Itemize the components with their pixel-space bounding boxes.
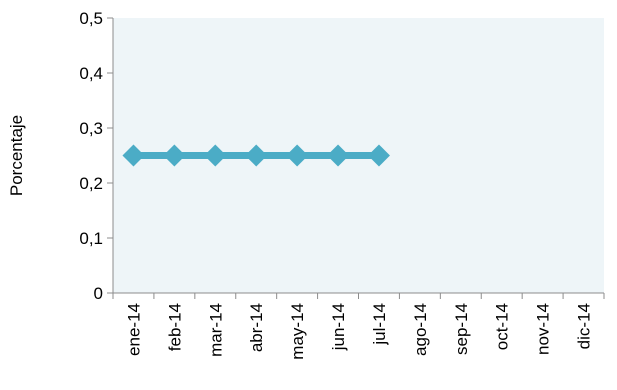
x-tick-label: dic-14 [575,303,594,349]
y-tick-label: 0,1 [79,229,103,248]
data-point [204,144,227,167]
data-point [245,144,268,167]
x-tick-label: nov-14 [534,303,553,355]
y-tick-label: 0,3 [79,119,103,138]
series-layer [122,144,390,167]
y-tick-label: 0,4 [79,64,103,83]
data-point [286,144,309,167]
x-axis: ene-14 feb-14 mar-14 abr-14 may-14 jun-14 jul-… [112,292,605,360]
y-tick-label: 0,5 [79,9,103,28]
y-tick-label: 0,2 [79,174,103,193]
x-tick-label: mar-14 [206,303,225,357]
x-tick-label: feb-14 [165,303,184,351]
x-tick-label: ene-14 [124,303,143,356]
x-tick-label: oct-14 [493,303,512,350]
x-tick-label: abr-14 [247,303,266,352]
y-axis-title: Porcentaje [7,115,26,196]
data-point [367,144,390,167]
x-tick-label: sep-14 [452,303,471,355]
data-point [327,144,350,167]
data-point [122,144,145,167]
x-tick-label: jun-14 [329,303,348,351]
data-point [163,144,186,167]
y-axis: 0 0,1 0,2 0,3 0,4 0,5 [79,9,114,303]
x-tick-label: jul-14 [370,303,389,346]
x-tick-label: may-14 [288,303,307,360]
x-tick-label: ago-14 [411,303,430,356]
y-tick-label: 0 [94,284,103,303]
